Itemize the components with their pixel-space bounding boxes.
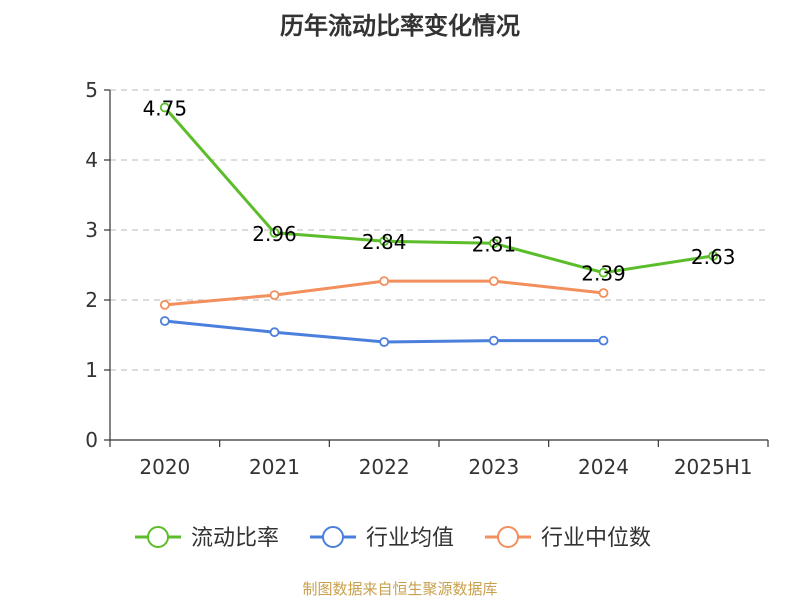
- y-tick-label: 2: [85, 288, 98, 312]
- series-0: [159, 102, 719, 278]
- data-point: [269, 290, 280, 301]
- data-point: [488, 238, 499, 249]
- data-label: 2.81: [472, 232, 517, 256]
- data-label: 2.39: [581, 262, 626, 286]
- legend-label: 流动比率: [191, 526, 279, 551]
- legend-item-0: 流动比率: [135, 526, 279, 551]
- data-point: [598, 288, 609, 298]
- series-layer: [159, 102, 719, 347]
- data-point: [159, 299, 170, 310]
- x-tick-label: 2021: [249, 455, 300, 479]
- x-tick-label: 2024: [578, 455, 629, 479]
- grid-lines: [110, 89, 768, 371]
- axes: 0 1 2 3 4 5 2020 2021 2022 2023 2024 2025H1: [85, 78, 769, 479]
- data-point: [379, 337, 390, 347]
- data-point: [708, 250, 719, 261]
- data-point: [159, 316, 170, 326]
- data-point: [379, 276, 390, 287]
- y-tick-label: 4: [85, 148, 98, 172]
- legend: 流动比率 行业均值 行业中位数: [135, 526, 651, 551]
- data-label: 2.96: [252, 222, 297, 246]
- data-point: [488, 335, 499, 346]
- data-point: [269, 327, 280, 338]
- legend-item-2: 行业中位数: [485, 526, 651, 551]
- legend-marker: [147, 526, 169, 548]
- series-line: [163, 106, 714, 275]
- data-label: 2.63: [691, 245, 736, 269]
- y-tick-label: 5: [85, 78, 98, 102]
- x-tick-label: 2022: [359, 455, 410, 479]
- data-point: [379, 236, 390, 247]
- chart-title: 历年流动比率变化情况: [280, 12, 520, 40]
- data-point: [598, 335, 609, 346]
- data-label: 4.75: [143, 97, 188, 121]
- legend-marker: [322, 526, 344, 548]
- data-labels: 4.75 2.96 2.84 2.81 2.39 2.63: [143, 97, 736, 286]
- y-tick-label: 3: [85, 218, 98, 242]
- legend-marker: [497, 526, 519, 548]
- source-note: 制图数据来自恒生聚源数据库: [302, 580, 498, 598]
- legend-label: 行业中位数: [541, 526, 651, 551]
- data-point: [159, 102, 170, 113]
- series-1: [159, 316, 609, 347]
- data-point: [598, 267, 609, 278]
- legend-item-1: 行业均值: [310, 526, 454, 551]
- legend-label: 行业均值: [366, 526, 454, 551]
- x-tick-label: 2023: [468, 455, 519, 479]
- y-tick-label: 0: [85, 428, 98, 452]
- y-tick-label: 1: [85, 358, 98, 382]
- x-tick-label: 2025H1: [674, 455, 753, 479]
- x-tick-label: 2020: [139, 455, 190, 479]
- data-label: 2.84: [362, 230, 407, 254]
- data-point: [488, 276, 499, 287]
- data-point: [269, 227, 280, 238]
- series-2: [159, 276, 609, 310]
